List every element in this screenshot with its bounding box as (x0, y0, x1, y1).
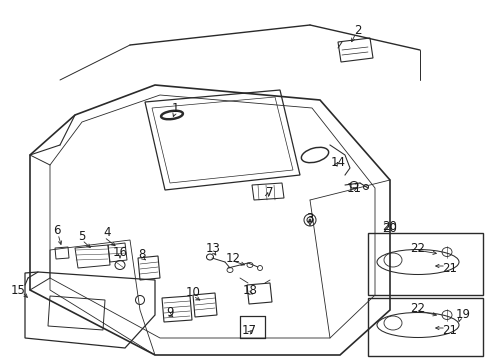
Text: 7: 7 (265, 185, 273, 198)
Bar (367, 233, 482, 295)
Text: 21: 21 (442, 324, 457, 337)
Text: 6: 6 (53, 224, 61, 237)
Text: 10: 10 (185, 287, 200, 300)
Text: 8: 8 (138, 248, 145, 261)
Text: 19: 19 (454, 309, 469, 321)
Text: 16: 16 (112, 246, 127, 258)
Text: 1: 1 (171, 102, 179, 114)
Text: 20: 20 (382, 220, 397, 233)
Text: 22: 22 (409, 302, 425, 315)
Text: 13: 13 (205, 242, 220, 255)
Text: 17: 17 (241, 324, 256, 337)
Ellipse shape (308, 219, 310, 221)
Text: 20: 20 (382, 221, 397, 234)
Text: 14: 14 (330, 156, 345, 168)
Text: 11: 11 (346, 181, 361, 194)
Text: 4: 4 (103, 225, 110, 238)
Text: 9: 9 (166, 306, 173, 319)
Text: 5: 5 (78, 230, 85, 243)
Bar (367, 298, 482, 356)
Text: 18: 18 (242, 284, 257, 297)
Text: 2: 2 (353, 23, 361, 36)
Text: 15: 15 (11, 284, 25, 297)
Text: 22: 22 (409, 242, 425, 255)
Text: 3: 3 (305, 211, 313, 225)
Text: 21: 21 (442, 261, 457, 274)
Text: 12: 12 (225, 252, 240, 265)
